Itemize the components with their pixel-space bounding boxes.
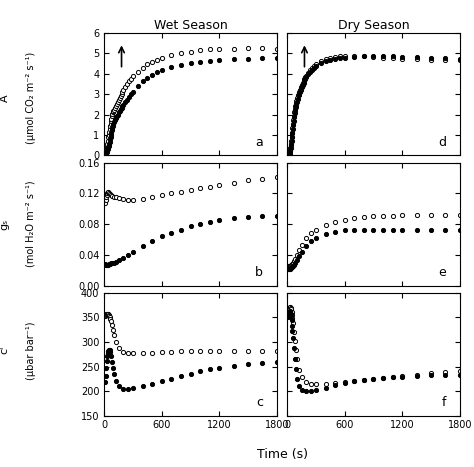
Text: a: a: [255, 136, 263, 149]
Text: A: A: [0, 94, 10, 102]
Text: (μbar bar⁻¹): (μbar bar⁻¹): [26, 321, 36, 380]
Title: Wet Season: Wet Season: [154, 19, 228, 32]
Text: Time (s): Time (s): [256, 448, 308, 460]
Text: gₛ: gₛ: [0, 219, 10, 230]
Text: c: c: [256, 396, 263, 410]
Text: (mol H₂O m⁻² s⁻¹): (mol H₂O m⁻² s⁻¹): [26, 181, 36, 268]
Text: f: f: [441, 396, 446, 410]
Text: b: b: [255, 266, 263, 279]
Text: e: e: [438, 266, 446, 279]
Title: Dry Season: Dry Season: [337, 19, 410, 32]
Text: d: d: [438, 136, 446, 149]
Text: (μmol CO₂ m⁻² s⁻¹): (μmol CO₂ m⁻² s⁻¹): [26, 52, 36, 144]
Text: cᴵ: cᴵ: [0, 346, 10, 354]
